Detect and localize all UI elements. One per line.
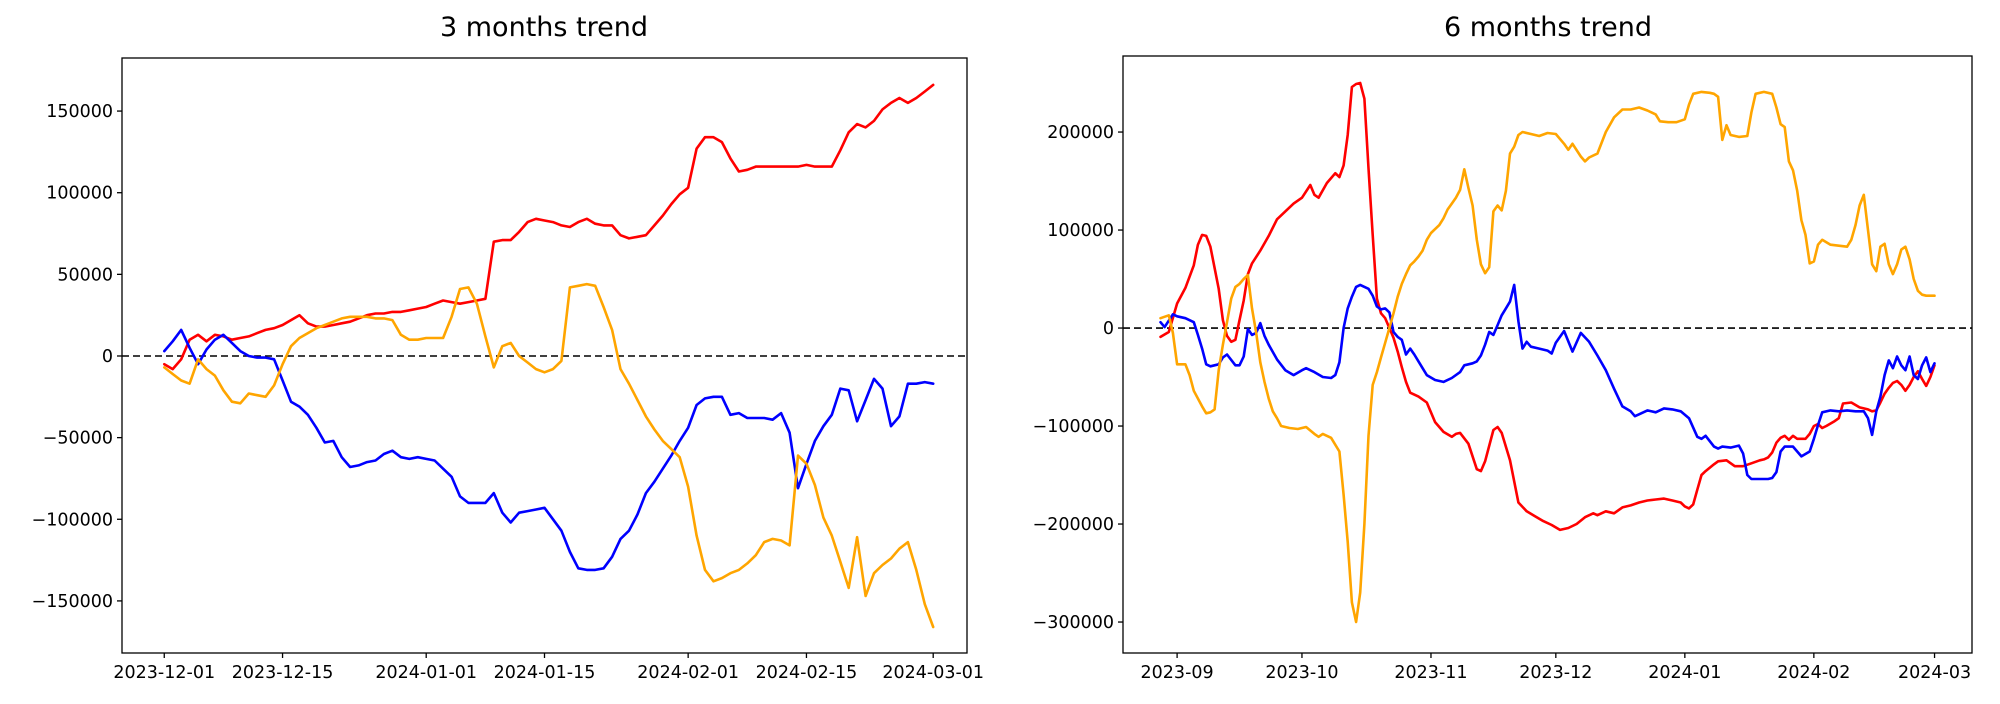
y-tick-label: −200000 <box>1033 515 1114 535</box>
x-tick-label: 2023-09 <box>1141 663 1214 683</box>
series-line-orange <box>163 282 935 629</box>
x-tick-label: 2024-02 <box>1777 663 1850 683</box>
chart-title: 6 months trend <box>1444 12 1652 43</box>
y-tick-label: 100000 <box>46 184 113 204</box>
y-tick-label: −100000 <box>1033 417 1114 437</box>
x-tick-label: 2024-02-01 <box>637 663 739 683</box>
y-tick-label: 150000 <box>46 102 113 122</box>
chart-3-months-trend: 3 months trend 2023-12-01 2023-12-15 2024-0… <box>32 12 985 683</box>
y-tick-label: −100000 <box>32 510 113 530</box>
y-tick-label: 200000 <box>1047 123 1114 143</box>
x-tick-label: 2024-01-15 <box>494 663 596 683</box>
y-tick-label: −50000 <box>43 429 113 449</box>
x-tick-label: 2023-12 <box>1519 663 1592 683</box>
x-tick-label: 2024-03-01 <box>882 663 984 683</box>
x-tick-label: 2024-02-15 <box>756 663 858 683</box>
y-tick-label: 50000 <box>57 265 113 285</box>
x-tick-label: 2024-03 <box>1898 663 1971 683</box>
series-line-blue <box>1159 283 1936 481</box>
x-tick-label: 2024-01 <box>1648 663 1721 683</box>
series-line-blue <box>163 328 935 572</box>
x-tick-label: 2023-12-15 <box>232 663 334 683</box>
x-tick-label: 2023-12-01 <box>113 663 215 683</box>
series-line-red <box>1159 81 1936 532</box>
series-line-red <box>163 83 935 371</box>
y-tick-label: 0 <box>102 347 113 367</box>
y-tick-label: 100000 <box>1047 221 1114 241</box>
y-tick-label: −300000 <box>1033 613 1114 633</box>
series-line-orange <box>1159 90 1936 624</box>
chart-title: 3 months trend <box>440 12 648 43</box>
y-tick-label: −150000 <box>32 592 113 612</box>
chart-6-months-trend: 6 months trend 2023-09 2023-10 2023-11 2023-… <box>1033 12 1973 683</box>
x-tick-label: 2024-01-01 <box>375 663 477 683</box>
x-tick-label: 2023-11 <box>1394 663 1467 683</box>
y-tick-label: 0 <box>1103 319 1114 339</box>
plot-border <box>1122 55 1973 654</box>
x-tick-label: 2023-10 <box>1265 663 1338 683</box>
